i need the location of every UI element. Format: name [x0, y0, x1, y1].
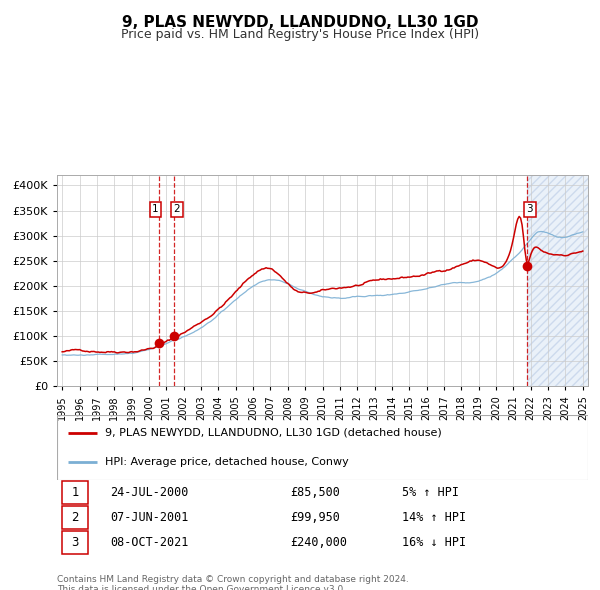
Bar — [527, 175, 588, 386]
Text: £99,950: £99,950 — [290, 511, 341, 524]
Text: 1: 1 — [152, 204, 159, 214]
Text: £85,500: £85,500 — [290, 486, 341, 499]
Text: 24-JUL-2000: 24-JUL-2000 — [110, 486, 188, 499]
Text: 3: 3 — [527, 204, 533, 214]
Text: 3: 3 — [71, 536, 79, 549]
Text: 16% ↓ HPI: 16% ↓ HPI — [402, 536, 466, 549]
Bar — [527, 175, 588, 386]
Text: 5% ↑ HPI: 5% ↑ HPI — [402, 486, 459, 499]
Text: 14% ↑ HPI: 14% ↑ HPI — [402, 511, 466, 524]
Text: 9, PLAS NEWYDD, LLANDUDNO, LL30 1GD: 9, PLAS NEWYDD, LLANDUDNO, LL30 1GD — [122, 15, 478, 30]
FancyBboxPatch shape — [62, 531, 88, 554]
Text: 07-JUN-2001: 07-JUN-2001 — [110, 511, 188, 524]
Text: HPI: Average price, detached house, Conwy: HPI: Average price, detached house, Conw… — [105, 457, 349, 467]
Text: This data is licensed under the Open Government Licence v3.0.: This data is licensed under the Open Gov… — [57, 585, 346, 590]
Text: £240,000: £240,000 — [290, 536, 347, 549]
FancyBboxPatch shape — [62, 506, 88, 529]
Text: 08-OCT-2021: 08-OCT-2021 — [110, 536, 188, 549]
Text: Price paid vs. HM Land Registry's House Price Index (HPI): Price paid vs. HM Land Registry's House … — [121, 28, 479, 41]
Text: Contains HM Land Registry data © Crown copyright and database right 2024.: Contains HM Land Registry data © Crown c… — [57, 575, 409, 584]
Text: 2: 2 — [173, 204, 181, 214]
FancyBboxPatch shape — [62, 481, 88, 504]
Text: 2: 2 — [71, 511, 79, 524]
Text: 9, PLAS NEWYDD, LLANDUDNO, LL30 1GD (detached house): 9, PLAS NEWYDD, LLANDUDNO, LL30 1GD (det… — [105, 428, 442, 438]
Text: 1: 1 — [71, 486, 79, 499]
